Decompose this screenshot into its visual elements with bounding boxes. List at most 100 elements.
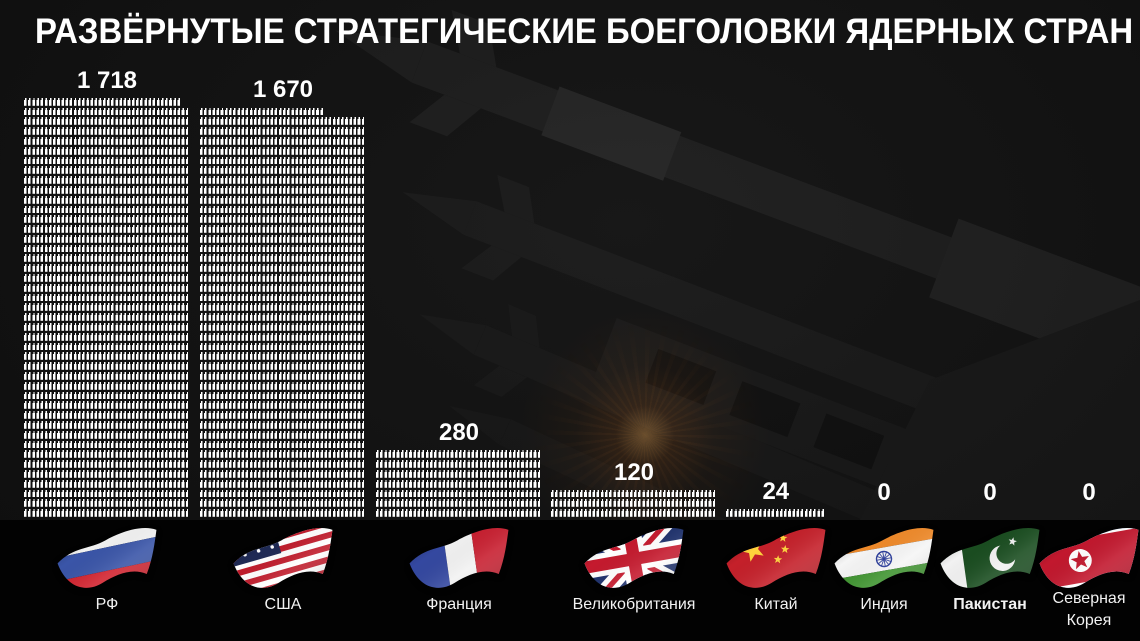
page-title-text: РАЗВЁРНУТЫЕ СТРАТЕГИЧЕСКИЕ БОЕГОЛОВКИ ЯД…: [35, 12, 1134, 51]
warhead-icon-row: [24, 489, 189, 498]
bar-value-label: 120: [613, 458, 655, 486]
india-flag-icon: [831, 522, 937, 596]
warhead-icon-row: [24, 352, 189, 361]
warhead-icon-row: [24, 450, 189, 459]
warhead-icon-row: [24, 195, 189, 204]
warhead-icon-row: [551, 499, 716, 508]
warhead-icon-row: [24, 479, 189, 488]
warhead-icon-row: [200, 274, 365, 282]
country-label: США: [264, 596, 302, 613]
warhead-icon-row: [200, 176, 365, 184]
warhead-icon-row: [551, 509, 716, 517]
warhead-icon-row: [200, 117, 365, 126]
warhead-icon-row: [24, 401, 189, 410]
warhead-icon-row: [200, 430, 365, 439]
warhead-icon-row: [24, 499, 189, 508]
warhead-icon-row: [24, 205, 189, 214]
warhead-icon-row: [200, 215, 365, 224]
warhead-icon-row: [200, 225, 365, 233]
warhead-icon-row: [200, 254, 365, 263]
warhead-icon-row: [24, 234, 189, 243]
flags-footer-band: РФ США Франция Великобритания Китай Индия Паки…: [0, 520, 1140, 641]
warhead-icon-row: [24, 97, 181, 106]
warhead-icon-row: [24, 244, 189, 253]
country-label: Великобритания: [572, 596, 696, 613]
warhead-icon-row: [200, 401, 365, 410]
usa-flag-icon: [230, 522, 336, 596]
warhead-icon-row: [200, 450, 365, 459]
warhead-icon-row: [24, 166, 189, 175]
warhead-icon-row: [200, 107, 323, 116]
warhead-icon-row: [200, 244, 365, 253]
warhead-icon-row: [24, 136, 189, 145]
country-label: Франция: [426, 596, 492, 613]
warhead-icon-row: [24, 264, 189, 273]
warhead-icon-row: [24, 313, 189, 322]
warhead-icon-row: [200, 156, 365, 165]
warhead-icon-row: [24, 156, 189, 165]
warhead-icon-row: [200, 313, 365, 322]
missile-silhouette: [419, 304, 910, 520]
warhead-icon-row: [376, 460, 541, 469]
bar-value-label: 1 718: [76, 66, 138, 94]
country-label: Китай: [754, 596, 798, 613]
warhead-icon-row: [24, 391, 189, 400]
warhead-icon-row: [24, 362, 189, 371]
warhead-icon-row: [24, 146, 189, 155]
warhead-icon-row: [200, 323, 365, 331]
warhead-icon-row: [24, 470, 189, 478]
bar-value-label: 24: [762, 478, 790, 506]
warhead-icon-row: [200, 460, 365, 469]
warhead-icon-row: [200, 509, 365, 517]
warhead-icon-row: [24, 225, 189, 233]
warhead-icon-row: [200, 470, 365, 478]
warhead-icon-row: [200, 264, 365, 273]
warhead-icon-row: [200, 342, 365, 351]
uk-flag-icon: [581, 522, 687, 596]
warhead-icon-row: [376, 509, 541, 517]
bar-value-label: 280: [438, 419, 480, 447]
warhead-icon-row: [376, 479, 541, 488]
country-label: РФ: [95, 596, 119, 613]
warhead-icon-row: [200, 381, 365, 390]
warhead-icon-row: [376, 499, 541, 508]
warhead-icon-row: [24, 332, 189, 341]
bar-value-label: 0: [1082, 479, 1096, 506]
warhead-icon-row: [376, 450, 541, 459]
bar-value-label: 0: [877, 479, 891, 506]
warhead-icon-row: [200, 489, 365, 498]
warhead-icon-row: [376, 470, 541, 478]
north-korea-flag-icon: [1036, 522, 1140, 596]
warhead-icon-row: [376, 489, 541, 498]
warhead-icon-row: [24, 107, 189, 116]
launcher-silhouette: [593, 300, 1140, 520]
warhead-icon-row: [24, 509, 189, 517]
warhead-icon-row: [24, 460, 189, 469]
warhead-icon-row: [200, 185, 365, 194]
warhead-icon-row: [200, 332, 365, 341]
warhead-icon-row: [200, 440, 365, 449]
bar-value-label: 1 670: [252, 76, 314, 104]
warhead-icon-row: [200, 362, 365, 371]
warhead-icon-row: [200, 421, 365, 429]
pictogram-bar-china: [726, 509, 824, 517]
pictogram-bar-usa: [200, 107, 365, 517]
warhead-icon-row: [24, 274, 189, 282]
warhead-icon-row: [24, 381, 189, 390]
country-label: Северная Корея: [1052, 590, 1126, 629]
warhead-icon-row: [24, 421, 189, 429]
warhead-icon-row: [24, 215, 189, 224]
warhead-icon-row: [200, 205, 365, 214]
pictogram-bar-uk: [551, 489, 716, 517]
page-title: РАЗВЁРНУТЫЕ СТРАТЕГИЧЕСКИЕ БОЕГОЛОВКИ ЯД…: [0, 12, 1140, 52]
warhead-icon-row: [200, 391, 365, 400]
warhead-icon-row: [200, 303, 365, 312]
warhead-icon-row: [200, 166, 365, 175]
warhead-icon-row: [726, 509, 824, 517]
warhead-icon-row: [24, 342, 189, 351]
warhead-icon-row: [200, 136, 365, 145]
warhead-icon-row: [200, 146, 365, 155]
warhead-icon-row: [24, 372, 189, 380]
